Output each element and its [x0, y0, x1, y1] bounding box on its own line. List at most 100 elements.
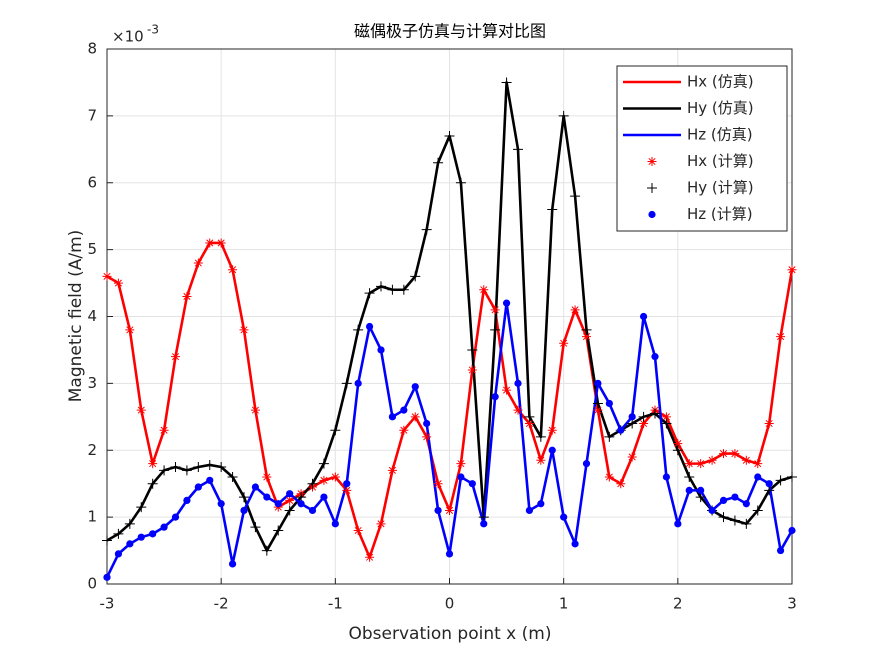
marker: [285, 495, 295, 505]
x-tick-label: -2: [214, 595, 229, 613]
marker: [444, 130, 455, 141]
marker: [638, 411, 649, 422]
marker: [467, 365, 477, 375]
y-scale-exponent: -3: [147, 23, 159, 37]
marker: [159, 465, 170, 476]
x-tick-label: 2: [673, 595, 683, 613]
plot-frame: [106, 48, 793, 585]
marker: [433, 479, 443, 489]
marker: [228, 265, 238, 275]
marker: [445, 505, 454, 515]
x-tick-label: 0: [445, 595, 455, 613]
marker: [193, 461, 204, 472]
marker: [410, 271, 421, 282]
marker: [558, 110, 569, 121]
marker: [571, 540, 579, 548]
marker: [193, 258, 203, 268]
marker: [261, 545, 272, 556]
legend-label: Hy (仿真): [687, 99, 754, 117]
marker: [343, 480, 351, 488]
marker: [513, 405, 523, 415]
legend-swatch: [647, 183, 657, 193]
marker: [137, 533, 145, 541]
marker: [263, 493, 271, 501]
marker: [776, 546, 785, 555]
marker: [535, 431, 546, 442]
marker: [537, 500, 545, 508]
marker: [582, 332, 591, 342]
marker: [183, 496, 191, 505]
marker: [182, 291, 192, 301]
marker: [376, 281, 386, 292]
marker: [479, 285, 489, 295]
marker: [286, 490, 294, 498]
marker: [398, 284, 409, 295]
marker: [217, 500, 225, 508]
marker: [262, 472, 272, 482]
marker: [617, 426, 625, 434]
marker: [160, 523, 168, 531]
marker: [149, 530, 157, 538]
marker: [731, 493, 739, 501]
marker: [616, 479, 626, 489]
marker: [559, 338, 569, 348]
marker: [674, 520, 682, 528]
marker: [376, 519, 386, 529]
marker: [628, 413, 636, 421]
marker: [206, 476, 214, 484]
marker: [513, 144, 523, 155]
marker: [171, 352, 180, 362]
marker: [102, 271, 112, 281]
marker: [170, 461, 181, 472]
marker: [787, 265, 797, 275]
marker: [730, 449, 740, 459]
marker: [651, 353, 659, 361]
marker: [753, 459, 763, 469]
marker: [422, 432, 432, 442]
marker: [273, 525, 284, 536]
marker: [228, 560, 237, 568]
legend-swatch: [648, 210, 656, 219]
marker: [148, 459, 158, 469]
marker: [445, 550, 454, 558]
marker: [456, 459, 466, 469]
marker: [480, 520, 488, 528]
marker: [331, 520, 339, 528]
marker: [581, 324, 592, 335]
marker: [354, 379, 362, 387]
marker: [330, 425, 341, 436]
marker: [491, 393, 499, 401]
marker: [365, 552, 375, 562]
marker: [754, 473, 762, 481]
marker: [181, 465, 192, 476]
marker: [103, 573, 111, 581]
marker: [729, 515, 740, 526]
marker: [741, 518, 752, 529]
marker: [570, 305, 580, 315]
y-tick-label: 5: [87, 240, 97, 258]
marker: [455, 177, 466, 188]
marker: [240, 506, 248, 515]
y-tick-label: 0: [87, 575, 97, 593]
marker: [410, 412, 420, 422]
marker: [684, 472, 695, 482]
marker: [593, 405, 603, 415]
marker: [502, 299, 511, 307]
marker: [697, 486, 705, 494]
marker: [719, 449, 728, 459]
marker: [788, 526, 796, 535]
y-scale-base: ×10: [112, 28, 144, 46]
y-tick-label: 7: [87, 106, 97, 124]
marker: [775, 475, 786, 486]
marker: [125, 325, 135, 335]
marker: [570, 191, 581, 202]
y-tick-label: 6: [87, 173, 97, 191]
marker: [718, 512, 729, 523]
marker: [560, 513, 568, 521]
marker: [330, 472, 340, 482]
marker: [639, 312, 648, 321]
marker: [673, 439, 683, 449]
y-tick-label: 4: [87, 307, 97, 325]
marker: [319, 475, 329, 485]
